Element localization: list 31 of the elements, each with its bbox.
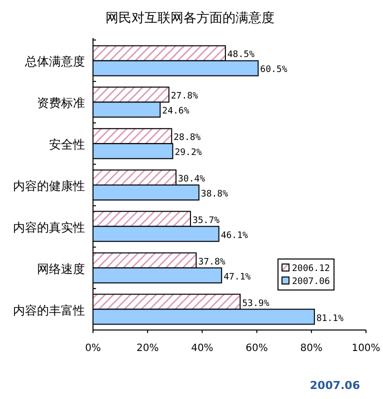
data-label: 37.8%	[198, 257, 226, 268]
x-tick-label: 100%	[352, 343, 380, 354]
data-label: 53.9%	[242, 298, 270, 309]
y-tick-label: 内容的丰富性	[13, 303, 85, 318]
data-label: 60.5%	[260, 65, 288, 76]
data-label: 29.2%	[174, 148, 202, 158]
data-label: 24.6%	[162, 106, 190, 117]
y-tick-label: 内容的健康性	[13, 179, 85, 193]
data-label: 38.8%	[200, 190, 229, 200]
data-label: 35.7%	[192, 216, 220, 226]
x-tick-label: 80%	[300, 343, 323, 354]
data-label: 30.4%	[178, 174, 206, 184]
y-tick-label: 资费标准	[37, 96, 85, 110]
x-tick-label: 0%	[85, 343, 101, 354]
data-label: 46.1%	[220, 230, 249, 241]
data-label: 81.1%	[316, 314, 344, 324]
data-label: 47.1%	[224, 272, 252, 282]
legend-label: 2006.12	[292, 264, 330, 274]
data-label: 28.8%	[174, 133, 202, 144]
x-tick-label: 40%	[191, 343, 214, 354]
data-label: 48.5%	[227, 50, 256, 60]
text: 2007.06	[310, 379, 360, 392]
chart-title: 网民对互联网各方面的满意度	[106, 10, 274, 26]
data-label: 27.8%	[170, 92, 199, 102]
x-tick-label: 60%	[246, 343, 268, 354]
x-tick-label: 20%	[136, 343, 159, 354]
y-tick-label: 网络速度	[37, 262, 85, 276]
legend-label: 2007.06	[292, 277, 330, 287]
y-tick-label: 总体满意度	[24, 54, 85, 69]
y-tick-label: 安全性	[49, 138, 85, 152]
y-tick-label: 内容的真实性	[13, 220, 85, 234]
